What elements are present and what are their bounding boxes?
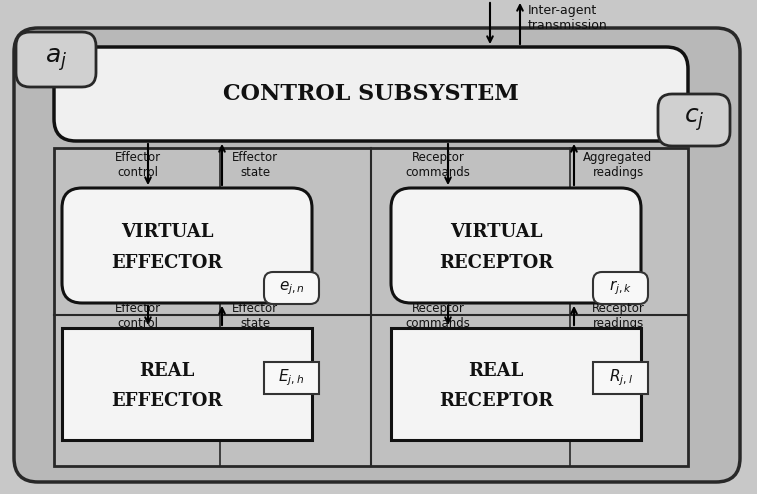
FancyBboxPatch shape (14, 28, 740, 482)
Text: VIRTUAL: VIRTUAL (121, 223, 213, 241)
FancyBboxPatch shape (593, 272, 648, 304)
Bar (391, 328, 641, 440)
Text: EFFECTOR: EFFECTOR (111, 392, 223, 410)
Text: $a_j$: $a_j$ (45, 46, 67, 73)
Text: Effector
state: Effector state (232, 151, 278, 179)
Text: RECEPTOR: RECEPTOR (439, 392, 553, 410)
Text: REAL: REAL (469, 362, 524, 379)
Text: $R_{j,l}$: $R_{j,l}$ (609, 368, 632, 388)
Text: RECEPTOR: RECEPTOR (439, 254, 553, 272)
Text: $E_{j,h}$: $E_{j,h}$ (279, 368, 304, 388)
Text: CONTROL SUBSYSTEM: CONTROL SUBSYSTEM (223, 83, 519, 105)
Text: VIRTUAL: VIRTUAL (450, 223, 542, 241)
FancyBboxPatch shape (62, 188, 312, 303)
Bar (62, 328, 312, 440)
Text: $e_{j,n}$: $e_{j,n}$ (279, 279, 304, 297)
FancyBboxPatch shape (658, 94, 730, 146)
Text: EFFECTOR: EFFECTOR (111, 254, 223, 272)
FancyBboxPatch shape (54, 47, 688, 141)
Text: Effector
state: Effector state (232, 302, 278, 330)
FancyBboxPatch shape (16, 32, 96, 87)
Bar (54, 148, 688, 466)
Text: Receptor
readings: Receptor readings (591, 302, 644, 330)
Bar (264, 362, 319, 394)
Text: Inter-agent
transmission: Inter-agent transmission (528, 4, 608, 32)
Text: Effector
control: Effector control (115, 151, 161, 179)
FancyBboxPatch shape (391, 188, 641, 303)
Text: $r_{j,k}$: $r_{j,k}$ (609, 279, 632, 297)
FancyBboxPatch shape (264, 272, 319, 304)
Text: REAL: REAL (139, 362, 195, 379)
Text: $c_j$: $c_j$ (684, 107, 704, 133)
Bar (593, 362, 648, 394)
Text: Effector
control: Effector control (115, 302, 161, 330)
Text: Receptor
commands: Receptor commands (406, 151, 470, 179)
Text: Receptor
commands: Receptor commands (406, 302, 470, 330)
Text: Aggregated
readings: Aggregated readings (584, 151, 653, 179)
